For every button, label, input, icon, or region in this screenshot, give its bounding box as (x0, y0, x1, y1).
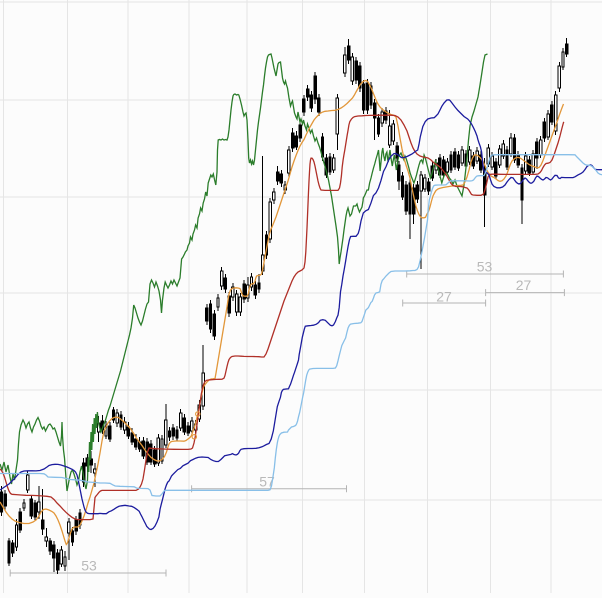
svg-text:53: 53 (477, 259, 493, 275)
svg-text:27: 27 (516, 277, 532, 293)
svg-text:53: 53 (81, 558, 97, 574)
svg-text:27: 27 (436, 289, 452, 305)
